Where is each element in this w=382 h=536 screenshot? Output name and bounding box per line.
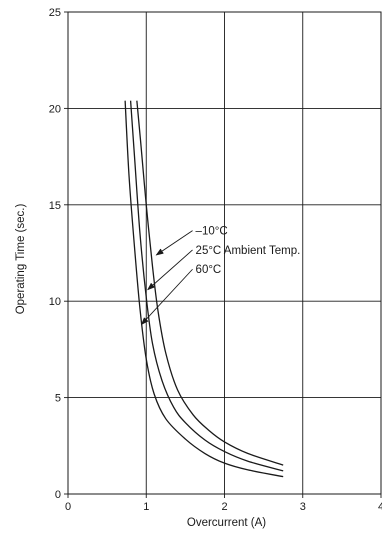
x-axis-title: Overcurrent (A) bbox=[187, 517, 266, 529]
annotation-label: 25°C Ambient Temp. bbox=[196, 245, 301, 257]
y-tick-label: 15 bbox=[49, 200, 61, 212]
y-tick-label: 10 bbox=[49, 296, 61, 308]
y-tick-label: 25 bbox=[49, 7, 61, 19]
y-tick-label: 0 bbox=[55, 489, 61, 501]
x-tick-label: 2 bbox=[221, 501, 227, 513]
x-tick-label: 0 bbox=[65, 501, 71, 513]
y-tick-label: 5 bbox=[55, 393, 61, 405]
curve-group bbox=[124, 100, 284, 478]
tick-labels: 0 1 2 3 4 0 5 10 15 20 25 bbox=[49, 7, 382, 513]
annotation-arrow bbox=[140, 268, 193, 326]
annotation-group: –10°C 25°C Ambient Temp. 60°C bbox=[140, 226, 301, 326]
curve-25-c-ambient-temp bbox=[129, 100, 284, 472]
y-axis-title: Operating Time (sec.) bbox=[15, 204, 27, 315]
y-tick-label: 20 bbox=[49, 103, 61, 115]
annotation-label: 60°C bbox=[196, 264, 222, 276]
plot-frame bbox=[67, 11, 382, 495]
curve-10-c bbox=[136, 100, 284, 466]
grid-lines bbox=[64, 11, 382, 498]
x-tick-label: 1 bbox=[143, 501, 149, 513]
annotation-arrow bbox=[147, 249, 193, 291]
x-tick-label: 3 bbox=[300, 501, 306, 513]
annotation-label: –10°C bbox=[196, 226, 228, 238]
annotation-arrow bbox=[155, 230, 193, 256]
curve-60-c bbox=[124, 100, 284, 478]
x-tick-label: 4 bbox=[378, 501, 382, 513]
